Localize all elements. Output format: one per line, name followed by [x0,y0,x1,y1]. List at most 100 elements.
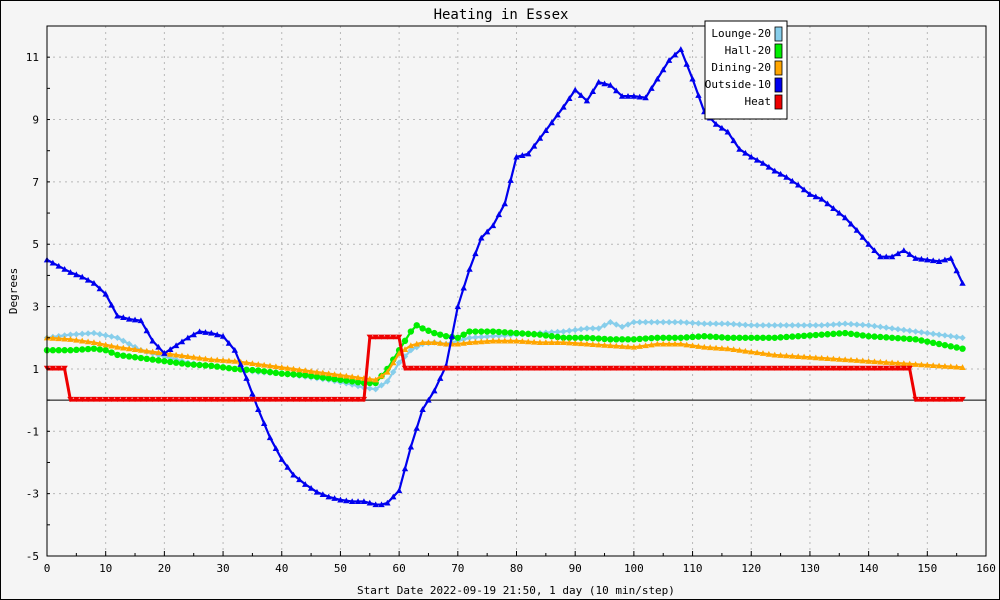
heat-point [748,365,755,371]
heat-point [900,365,908,371]
dining-20-point [343,372,350,379]
hall-20-point [172,359,180,366]
legend-swatch [774,94,783,110]
dining-20-point [648,341,655,348]
y-tick-label: 11 [26,51,39,64]
y-tick-label: 7 [32,176,39,189]
dining-20-point [390,359,397,366]
lounge-20-point [460,336,467,343]
dining-20-point [771,351,778,358]
x-tick-label: 50 [334,562,347,575]
heat-point [96,396,104,403]
lounge-20-point [372,386,379,393]
dining-20-point [613,342,620,349]
dining-20-point [73,336,80,343]
dining-20-point [777,352,784,358]
outside-10-point [665,57,673,63]
heat-point [61,365,68,371]
heat-point [513,365,520,371]
hall-20-point [61,347,68,354]
hall-20-point [724,334,731,341]
outside-10-point [830,205,837,211]
outside-10-point [560,103,567,110]
heat-point [290,396,297,403]
outside-10-point [131,316,139,323]
heat-point [108,396,115,403]
lounge-20-point [79,330,86,338]
heat-point [929,396,937,403]
heat-point [789,365,796,371]
dining-20-point [601,341,608,348]
lounge-20-point [765,322,773,329]
hall-20-point [689,333,696,341]
dining-20-point [630,343,638,350]
heat-point [912,396,919,403]
hall-20-point [454,334,462,341]
dining-20-point [478,338,485,345]
dining-20-point [877,358,884,365]
dining-20-point [783,352,790,359]
outside-10-point [243,375,250,381]
dining-20-point [571,340,579,346]
dining-20-point [202,355,209,362]
heat-point [894,365,902,371]
outside-10-point [806,191,814,197]
outside-10-point [278,456,285,462]
heat-point [196,396,203,403]
hall-20-point [630,336,638,343]
heat-point [489,365,497,371]
lounge-20-point [665,318,673,326]
lounge-20-point [554,328,561,336]
outside-10-point [718,124,726,131]
hall-20-point [859,332,866,339]
heat-point [730,365,737,371]
heat-point [325,396,332,403]
lounge-20-point [777,322,784,329]
dining-20-point [712,344,720,351]
hall-20-point [718,334,726,341]
lounge-20-point [689,319,696,327]
lounge-20-point [102,332,109,339]
hall-20-point [877,333,884,341]
outside-10-point [795,181,802,188]
hall-20-point [865,333,872,340]
dining-20-point [208,356,215,363]
dining-20-point [689,342,696,349]
dining-20-point [818,354,825,361]
heat-point [337,396,344,403]
heat-point [413,365,420,371]
heat-point [172,396,180,403]
heat-point [530,365,538,371]
dining-20-point [753,349,761,356]
outside-10-point [525,150,532,157]
heat-point [589,365,596,371]
heat-point [630,365,638,371]
hall-20-point [102,347,109,354]
legend-swatch [774,43,783,59]
heat-point [642,365,649,371]
dining-20-point [131,346,139,353]
hall-20-point [800,332,808,340]
outside-10-point [378,501,385,508]
dining-20-point [378,372,385,379]
outside-10-point [642,94,649,101]
dining-20-point [49,334,57,341]
outside-10-point [343,497,350,504]
lounge-20-point [941,332,949,339]
heat-point [360,396,368,403]
hall-20-point [777,334,784,341]
outside-10-point [272,445,280,452]
outside-10-point [941,256,949,263]
lounge-20-point [894,325,902,333]
lounge-20-point [888,325,896,332]
outside-10-point [302,481,309,487]
heat-point [348,396,356,403]
heat-point [918,396,925,403]
outside-10-point [789,177,796,184]
lounge-20-point [114,334,121,341]
outside-10-point [530,142,538,149]
lounge-20-point [466,334,473,341]
outside-10-point [947,255,954,261]
dining-20-point [742,347,749,354]
heat-point [67,396,74,403]
